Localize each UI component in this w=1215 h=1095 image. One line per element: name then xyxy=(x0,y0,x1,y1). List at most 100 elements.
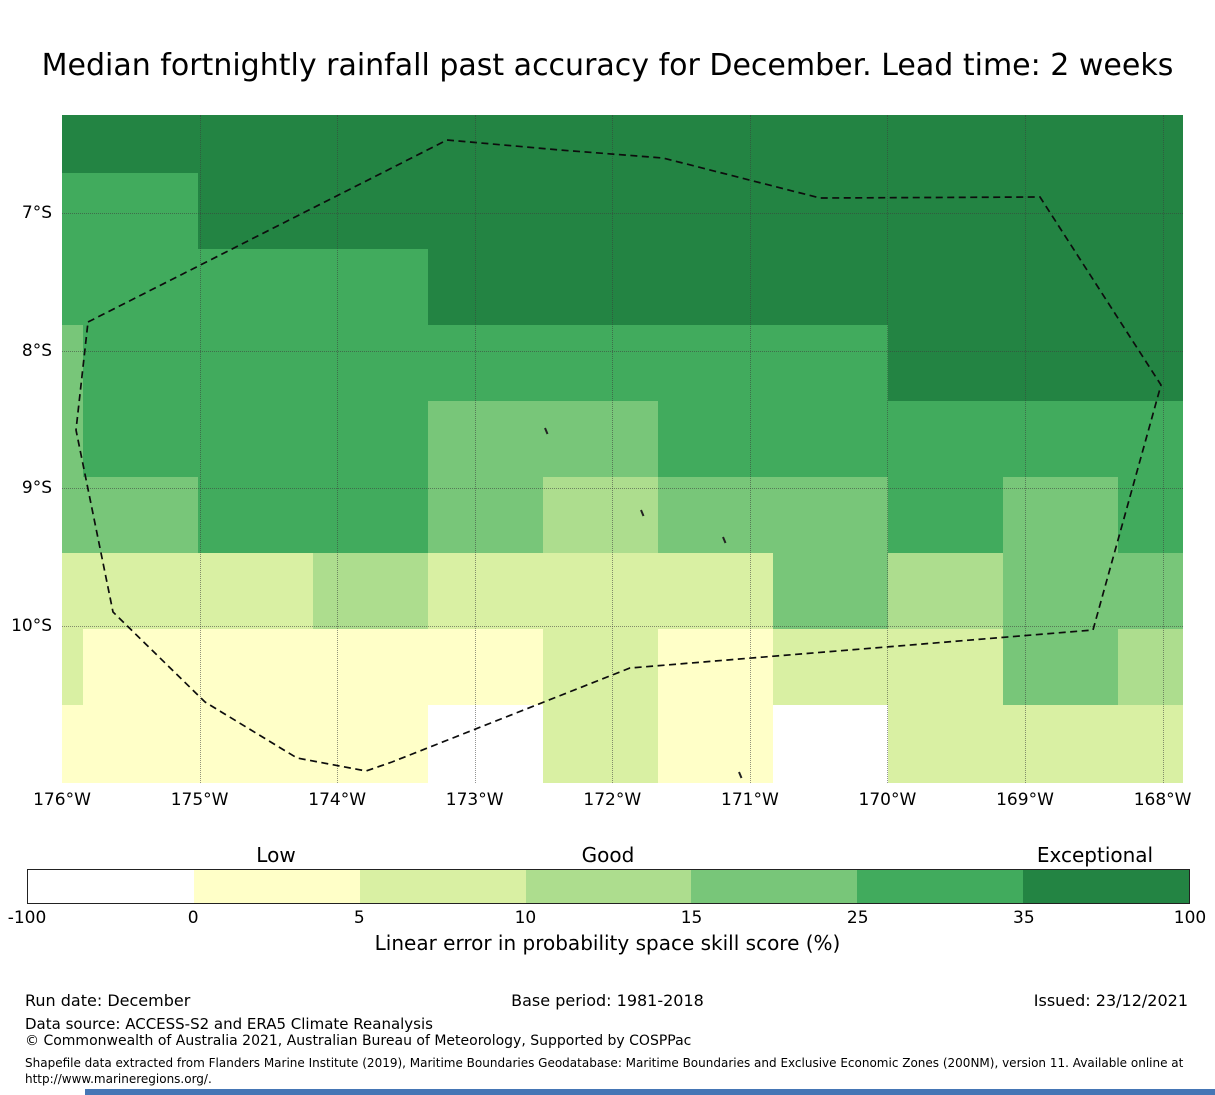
colorbar-segment xyxy=(857,870,1024,903)
skill-cell xyxy=(543,401,658,477)
skill-cell xyxy=(1118,629,1183,705)
skill-cell xyxy=(83,325,198,401)
longitude-gridline xyxy=(1025,115,1026,783)
latitude-gridline xyxy=(62,213,1183,214)
issued-text: Issued: 23/12/2021 xyxy=(1033,991,1188,1010)
longitude-gridline xyxy=(337,115,339,783)
skill-cell xyxy=(198,705,313,783)
skill-cell xyxy=(1003,325,1118,401)
y-axis-tick-label: 9°S xyxy=(21,478,52,498)
x-axis-tick-label: 170°W xyxy=(858,790,917,810)
skill-cell xyxy=(1003,115,1118,173)
skill-cell xyxy=(198,553,313,629)
run-date-text: Run date: December xyxy=(25,991,191,1010)
skill-cell xyxy=(62,249,83,325)
colorbar-segment xyxy=(1023,870,1190,903)
skill-cell xyxy=(428,173,543,249)
skill-cell xyxy=(888,325,1003,401)
shapefile-note: Shapefile data extracted from Flanders M… xyxy=(25,1056,1184,1087)
skill-cell xyxy=(888,553,1003,629)
skill-cell xyxy=(658,629,773,705)
skill-cell xyxy=(1003,173,1118,249)
x-axis-tick-label: 173°W xyxy=(445,790,504,810)
skill-cell xyxy=(888,249,1003,325)
copyright-text: © Commonwealth of Australia 2021, Austra… xyxy=(25,1033,692,1049)
colorbar-tick-label: 5 xyxy=(353,908,365,928)
skill-cell xyxy=(62,325,83,401)
skill-category-label: Good xyxy=(581,843,635,867)
x-axis-tick-label: 176°W xyxy=(33,790,91,810)
longitude-gridline xyxy=(199,115,201,783)
skill-cell xyxy=(888,115,1003,173)
x-axis-tick-label: 168°W xyxy=(1133,790,1192,810)
y-axis-tick-label: 8°S xyxy=(21,340,52,361)
colorbar-segment xyxy=(691,870,858,903)
skill-cell xyxy=(83,401,198,477)
colorbar-tick-label: -100 xyxy=(7,908,47,928)
x-axis-tick-label: 171°W xyxy=(721,790,779,810)
longitude-gridline xyxy=(474,115,476,783)
latitude-gridline xyxy=(62,350,1183,352)
skill-cell xyxy=(658,325,773,401)
skill-cell xyxy=(313,249,428,325)
map-canvas xyxy=(62,115,1183,783)
skill-cell xyxy=(428,249,543,325)
skill-cell xyxy=(198,249,313,325)
skill-cell xyxy=(888,629,1003,705)
longitude-gridline xyxy=(1162,115,1164,783)
skill-cell xyxy=(62,705,83,783)
skill-cell xyxy=(543,325,658,401)
latitude-gridline xyxy=(62,488,1183,489)
skill-cell xyxy=(543,553,658,629)
skill-cell xyxy=(773,173,888,249)
skill-cell xyxy=(428,629,543,705)
latitude-gridline xyxy=(62,625,1183,627)
skill-cell xyxy=(428,325,543,401)
skill-cell xyxy=(773,401,888,477)
skill-cell xyxy=(83,115,198,173)
colorbar-tick-label: 0 xyxy=(187,908,199,928)
skill-cell xyxy=(658,553,773,629)
colorbar-tick-label: 35 xyxy=(1013,908,1035,928)
longitude-gridline xyxy=(612,115,614,783)
skill-cell xyxy=(1003,401,1118,477)
skill-cell xyxy=(888,173,1003,249)
longitude-gridline xyxy=(749,115,751,783)
skill-cell xyxy=(62,553,83,629)
colorbar-tick-label: 15 xyxy=(680,908,703,928)
skill-cell xyxy=(1118,401,1183,477)
skill-cell xyxy=(313,553,428,629)
skill-cell xyxy=(198,325,313,401)
chart-title: Median fortnightly rainfall past accurac… xyxy=(41,48,1174,83)
skill-cell xyxy=(83,173,198,249)
skill-cell xyxy=(543,173,658,249)
skill-cell xyxy=(658,115,773,173)
skill-cell xyxy=(1003,705,1118,783)
skill-cell xyxy=(1118,553,1183,629)
skill-cell xyxy=(1118,249,1183,325)
skill-cell xyxy=(658,173,773,249)
colorbar-segment xyxy=(193,870,360,903)
skill-cell xyxy=(773,325,888,401)
skill-cell xyxy=(888,705,1003,783)
colorbar-segment xyxy=(525,870,692,903)
skill-cell xyxy=(313,401,428,477)
skill-cell xyxy=(1003,553,1118,629)
colorbar-segment xyxy=(28,870,194,903)
skill-cell xyxy=(83,705,198,783)
skill-cell xyxy=(313,705,428,783)
y-axis-tick-label: 7°S xyxy=(21,203,52,223)
skill-cell xyxy=(543,705,658,783)
skill-cell xyxy=(1003,629,1118,705)
x-axis-tick-label: 172°W xyxy=(583,790,642,810)
skill-cell xyxy=(773,629,888,705)
skill-cell xyxy=(198,173,313,249)
skill-cell xyxy=(428,115,543,173)
skill-cell xyxy=(658,705,773,783)
colorbar-axis-label: Linear error in probability space skill … xyxy=(374,931,841,955)
skill-cell xyxy=(83,249,198,325)
skill-cell xyxy=(62,115,83,173)
skill-cell xyxy=(543,249,658,325)
colorbar-tick-label: 10 xyxy=(514,908,537,928)
